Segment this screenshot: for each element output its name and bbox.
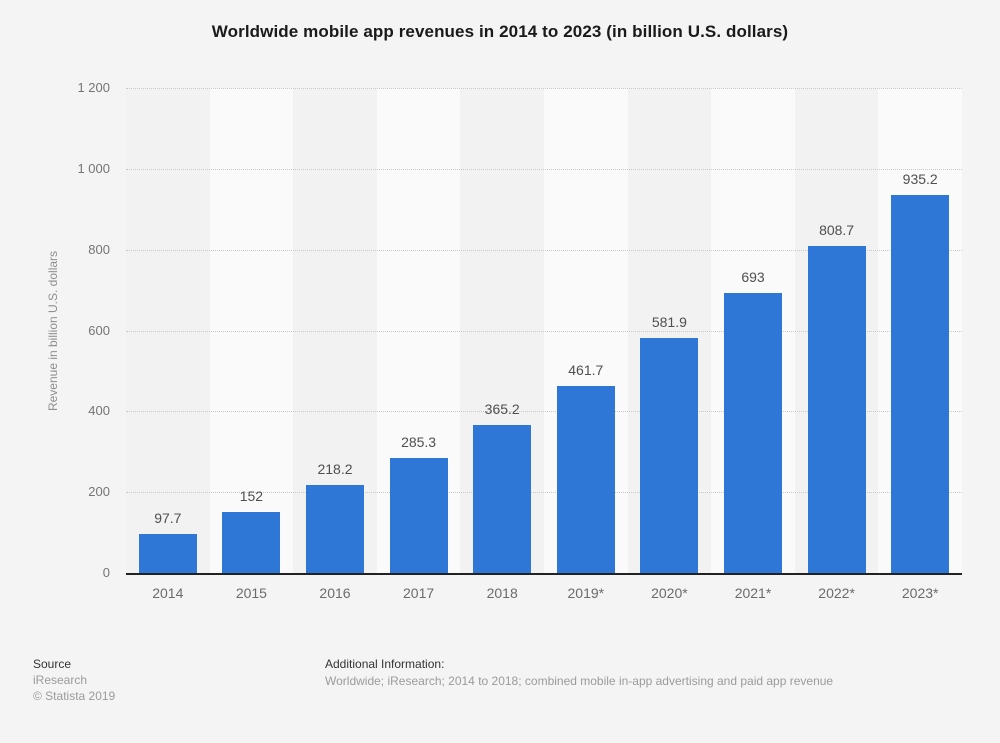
additional-info-label: Additional Information: — [325, 657, 445, 671]
x-axis-label-2019: 2019* — [567, 585, 605, 601]
footer-source-block: Source iResearch © Statista 2019 — [33, 656, 115, 704]
y-axis-tick-label: 800 — [88, 241, 110, 257]
bar-value-label: 581.9 — [651, 313, 687, 330]
x-axis-labels: 2014 2015 2016 2017 2018 2019* 2020* 2021* 2022*… — [126, 585, 962, 605]
x-axis-label-2021: 2021* — [734, 585, 772, 601]
gridline — [126, 411, 962, 413]
bar-value-label: 461.7 — [568, 362, 604, 379]
x-axis-label-2020: 2020* — [651, 585, 688, 601]
bar-2020*[interactable] — [640, 337, 699, 573]
source-label: Source — [33, 657, 72, 671]
plot-area: 97.7 152 218.2 285.3 365.2 461.7 581.9 693 808.7… — [126, 88, 962, 575]
bar-value-label: 218.2 — [317, 460, 353, 477]
copyright: © Statista 2019 — [33, 689, 116, 703]
x-axis-label-2014: 2014 — [152, 585, 184, 601]
bar-value-label: 97.7 — [154, 509, 182, 526]
bar-2018[interactable] — [473, 425, 532, 573]
x-axis-label-2018: 2018 — [486, 585, 518, 601]
bar-2019*[interactable] — [556, 386, 615, 573]
x-axis-label-2016: 2016 — [319, 585, 351, 601]
bar-value-label: 935.2 — [902, 171, 938, 187]
bar-2014[interactable] — [138, 533, 197, 573]
bar-value-label: 808.7 — [819, 222, 855, 239]
y-axis-tick-label: 600 — [88, 322, 110, 338]
bar-2016[interactable] — [306, 484, 364, 573]
y-axis-tick-label: 1 200 — [77, 80, 110, 95]
bar-2017[interactable] — [389, 457, 448, 573]
bar-2021*[interactable] — [724, 292, 782, 573]
bar-2023*[interactable] — [891, 195, 950, 573]
gridline — [126, 330, 962, 332]
source-name: iResearch — [33, 673, 88, 687]
chart-title: Worldwide mobile app revenues in 2014 to… — [211, 22, 789, 41]
gridline — [126, 168, 962, 170]
gridline — [126, 249, 962, 251]
x-axis-label-2022: 2022* — [818, 585, 855, 601]
bar-2015[interactable] — [222, 511, 281, 573]
x-axis-line — [126, 573, 962, 575]
footer-additional-info-block: Additional Information: Worldwide; iRese… — [325, 656, 833, 690]
bar-value-label: 152 — [239, 487, 264, 504]
x-axis-label-2023: 2023* — [901, 585, 939, 601]
gridline — [126, 88, 962, 89]
x-axis-label-2015: 2015 — [235, 585, 267, 601]
additional-info-text: Worldwide; iResearch; 2014 to 2018; comb… — [325, 674, 834, 688]
gridline — [126, 492, 962, 494]
y-axis-tick-label: 0 — [102, 565, 110, 580]
bar-value-label: 365.2 — [484, 401, 520, 418]
y-axis-tick-label: 200 — [88, 484, 110, 500]
y-axis-tick-label: 1 000 — [77, 160, 110, 176]
x-axis-label-2017: 2017 — [403, 585, 435, 601]
bar-value-label: 693 — [741, 268, 765, 285]
bar-2022*[interactable] — [807, 246, 866, 573]
bar-value-label: 285.3 — [401, 433, 437, 450]
y-axis-tick-label: 400 — [88, 403, 110, 419]
